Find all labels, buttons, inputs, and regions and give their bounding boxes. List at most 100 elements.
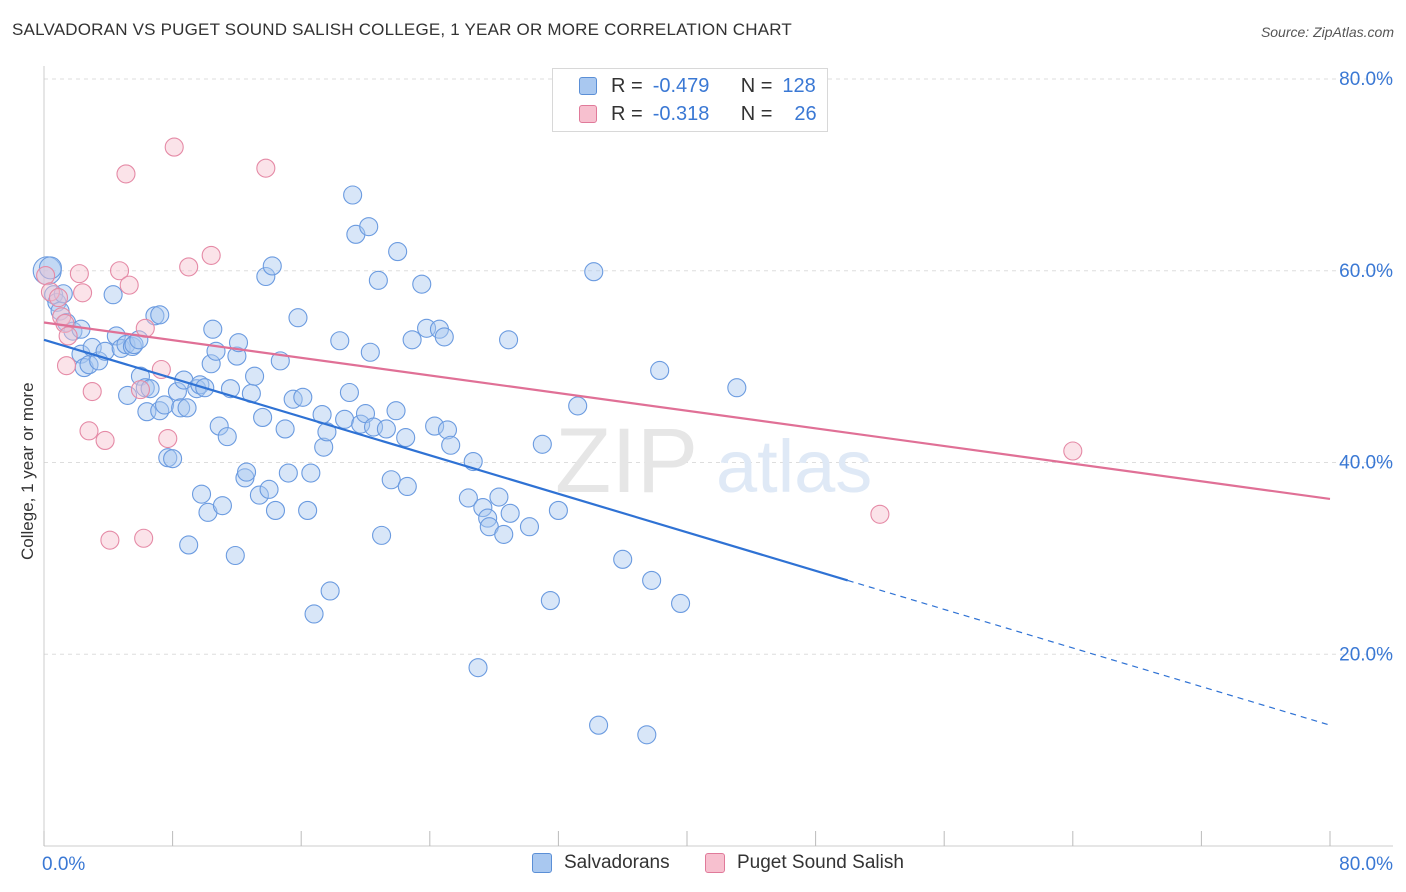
salvadorans-point [425, 416, 445, 436]
salvadorans-point [155, 395, 175, 415]
watermark-zip: ZIP [555, 410, 698, 512]
legend-r-label: R = [611, 102, 643, 125]
source-label: Source: ZipAtlas.com [1260, 24, 1394, 40]
y-tick-label: 60.0% [1339, 261, 1393, 282]
salvadorans-point [283, 389, 303, 409]
legend-r-value: -0.479 [652, 74, 710, 97]
x-tick-label: 0.0% [42, 854, 85, 875]
puget-sound-salish-point [56, 356, 77, 376]
salvadorans-point [372, 525, 392, 545]
salvadorans-point [330, 331, 350, 351]
salvadorans-point [397, 476, 417, 497]
trend-lines [43, 321, 1331, 726]
puget-sound-salish-point [119, 275, 139, 295]
y-tick-label: 20.0% [1339, 644, 1393, 665]
salvadorans-point [584, 262, 604, 282]
salvadorans-point [288, 308, 308, 328]
salvadorans-point [293, 387, 313, 407]
salvadorans-point [642, 570, 662, 590]
puget-sound-salish-point [201, 245, 221, 265]
salvadorans-point [317, 422, 337, 442]
salvadorans-point [167, 382, 187, 402]
salvadorans-point [489, 487, 509, 507]
puget-sound-salish-point [158, 428, 178, 449]
legend-row-puget-sound-salish: R = -0.318 N = 26 [553, 99, 817, 129]
y-tick-label: 40.0% [1339, 453, 1393, 474]
salvadorans-point [437, 420, 458, 440]
puget-sound-salish-point [134, 528, 154, 548]
salvadorans-point [359, 217, 379, 237]
legend-n-value: 128 [782, 74, 816, 97]
puget-sound-salish-point [870, 504, 890, 524]
axes [43, 66, 1393, 847]
salvadorans-point [314, 437, 334, 457]
salvadorans-point [548, 500, 568, 520]
salvadorans-point [103, 285, 123, 305]
salvadorans-point [253, 407, 273, 427]
puget-sound-salish-point [256, 158, 276, 178]
salvadorans-point [259, 479, 279, 499]
legend-swatch-pink [579, 105, 597, 123]
salvadorans-point [494, 524, 514, 544]
salvadorans-point [217, 427, 237, 447]
tick-labels: 20.0% 40.0% 60.0% 80.0% 0.0% 80.0% [42, 69, 1393, 875]
salvadorans-point [201, 354, 221, 374]
salvadorans-point [468, 658, 488, 678]
salvadorans-point [298, 500, 318, 520]
puget-sound-salish-point [130, 380, 150, 400]
salvadorans-point [339, 382, 359, 403]
salvadorans-point [278, 463, 298, 483]
salvadorans-point [171, 398, 191, 418]
salvadorans-point [262, 256, 282, 276]
bottom-legend-swatch-pink [705, 853, 725, 873]
salvadorans-trend-line [43, 338, 849, 582]
puget-sound-salish-trend-line [43, 321, 1331, 501]
salvadorans-point [499, 330, 519, 350]
puget-sound-salish-point [36, 265, 56, 286]
puget-sound-salish-point [79, 421, 99, 441]
salvadorans-point [360, 342, 380, 362]
salvadorans-point [650, 360, 670, 381]
puget-sound-salish-point [116, 164, 136, 184]
salvadorans-point [163, 449, 183, 469]
salvadorans-point [589, 715, 609, 735]
salvadorans-point [225, 545, 245, 566]
salvadorans-point [116, 335, 136, 355]
grid-lines [44, 78, 1393, 655]
bottom-legend-puget-sound-salish[interactable]: Puget Sound Salish [705, 852, 904, 874]
bottom-legend-salvadorans[interactable]: Salvadorans [532, 852, 670, 874]
puget-sound-salish-point [48, 288, 69, 308]
legend-box: R = -0.479 N = 128 R = -0.318 N = 26 [552, 68, 828, 132]
legend-r-label: R = [611, 74, 643, 97]
salvadorans-point [412, 274, 432, 294]
salvadorans-point [191, 484, 212, 504]
salvadorans-point [304, 604, 324, 624]
salvadorans-point [212, 496, 232, 516]
salvadorans-point [500, 503, 520, 523]
y-tick-label: 80.0% [1339, 69, 1393, 90]
watermark: ZIP atlas [555, 410, 872, 512]
salvadorans-point [140, 379, 160, 399]
salvadorans-point [532, 434, 552, 454]
legend-n-label: N = [740, 74, 773, 97]
watermark-atlas: atlas [716, 425, 872, 508]
salvadorans-point [519, 517, 540, 537]
puget-sound-salish-point [95, 430, 115, 450]
salvadorans-point [727, 378, 747, 398]
puget-sound-salish-point [82, 382, 102, 402]
salvadorans-point [256, 266, 276, 287]
salvadorans-point [368, 270, 388, 290]
salvadorans-point [118, 385, 138, 405]
legend-n-value: 26 [794, 102, 817, 125]
salvadorans-point [335, 409, 355, 429]
chart-title: SALVADORAN VS PUGET SOUND SALISH COLLEGE… [12, 20, 792, 39]
salvadorans-point [376, 419, 396, 439]
puget-sound-salish-point [73, 283, 93, 303]
salvadorans-point [320, 581, 340, 601]
puget-sound-salish-point [110, 261, 130, 281]
legend-swatch-blue [579, 77, 597, 95]
puget-sound-salish-point [1063, 441, 1083, 461]
salvadorans-point [245, 366, 265, 386]
salvadorans-point [177, 398, 197, 418]
x-tick-label: 80.0% [1339, 854, 1393, 875]
